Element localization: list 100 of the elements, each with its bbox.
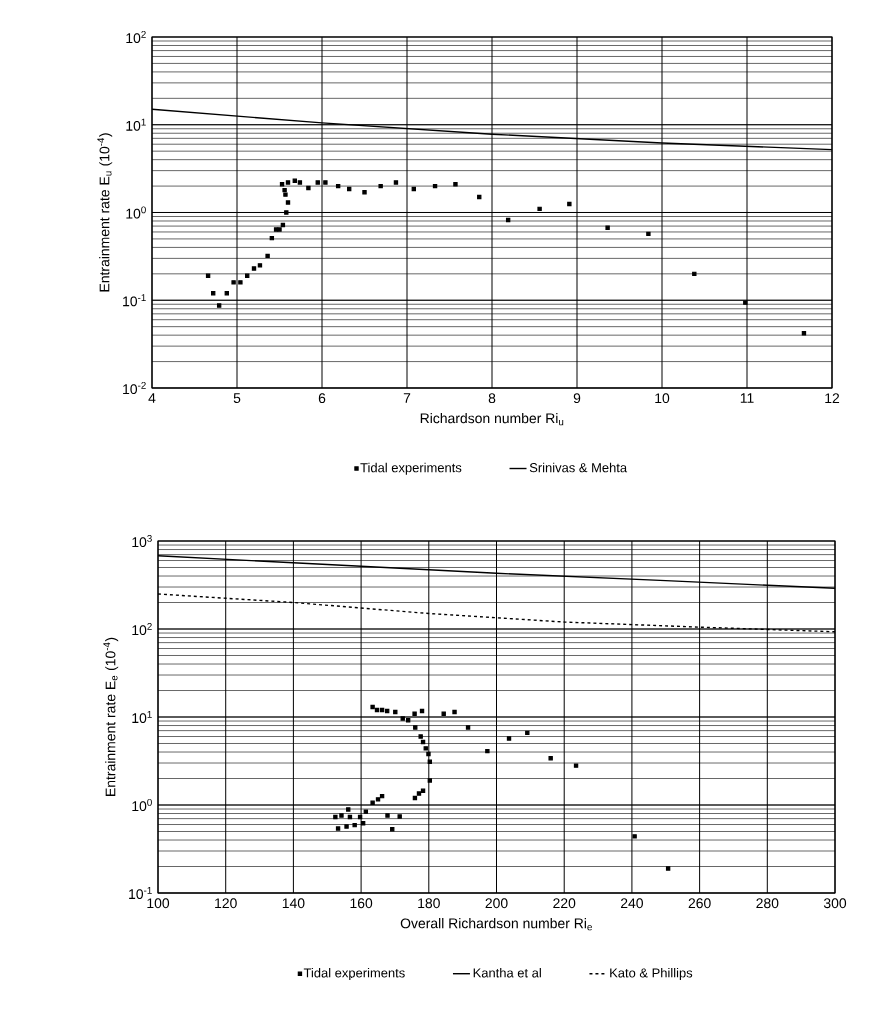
y-tick-label: 10$^{-2}$	[123, 381, 146, 395]
point	[238, 280, 243, 285]
point	[297, 180, 303, 185]
point	[525, 730, 530, 736]
point	[285, 180, 291, 185]
point	[393, 709, 398, 715]
point	[251, 266, 257, 271]
x-tick-label: 140	[282, 898, 305, 909]
point	[352, 822, 357, 828]
y-tick-label: 10$^{3}$	[132, 534, 152, 548]
point	[339, 813, 344, 818]
x-tick-label: 280	[756, 898, 779, 909]
y-axis-title: Entrainment rate E$_{e}$ (10$^{-4}$)	[103, 637, 119, 796]
point	[323, 180, 328, 185]
y-tick-label: 10$^{2}$	[126, 30, 146, 44]
point	[426, 751, 431, 757]
y-tick-label: 10$^{0}$	[132, 798, 152, 812]
x-tick-label: 10	[655, 393, 670, 404]
x-tick-label: 12	[825, 393, 840, 403]
point	[453, 182, 458, 187]
legend-label: Kato & Phillips	[610, 967, 693, 981]
point	[537, 206, 542, 212]
point	[506, 736, 512, 741]
point	[801, 331, 807, 336]
x-tick-label: 220	[553, 898, 576, 909]
x-tick-label: 300	[823, 898, 847, 909]
point	[211, 291, 216, 296]
legend-label: Srinivas & Mehta	[529, 462, 628, 473]
y-tick-label: 10$^{1}$	[126, 118, 146, 131]
x-tick-label: 120	[215, 898, 237, 909]
point	[465, 725, 471, 730]
point	[284, 210, 289, 215]
legend-label: Tidal experiments	[360, 462, 462, 475]
y-tick-label: 10$^{-1}$	[123, 294, 146, 307]
point	[315, 180, 320, 185]
point	[306, 185, 311, 191]
point	[413, 725, 418, 730]
x-tick-label: 260	[688, 898, 711, 909]
x-tick-label: 9	[573, 393, 581, 404]
x-tick-label: 5	[233, 393, 241, 403]
point	[485, 748, 490, 754]
x-axis-title: Richardson number Ri$_{u}$	[420, 413, 564, 426]
point	[257, 263, 263, 268]
point	[370, 800, 375, 805]
point	[375, 797, 381, 802]
point	[452, 709, 457, 715]
point	[370, 704, 375, 710]
point	[362, 190, 367, 195]
point	[333, 814, 338, 820]
x-tick-label: 100	[147, 898, 170, 909]
point	[427, 778, 433, 783]
point	[605, 225, 610, 230]
point	[390, 827, 395, 832]
point	[265, 253, 270, 259]
x-tick-label: 4	[148, 393, 156, 403]
y-tick-label: 10$^{2}$	[132, 622, 152, 636]
y-axis-title: Entrainment rate E$_{u}$ (10$^{-4}$)	[97, 133, 113, 292]
legend-label: Kantha et al	[473, 967, 541, 978]
point	[283, 192, 288, 197]
point	[743, 300, 748, 305]
point	[344, 824, 349, 829]
point	[692, 271, 697, 277]
point	[548, 756, 553, 761]
point	[335, 826, 341, 831]
point	[285, 200, 291, 205]
point	[416, 791, 422, 796]
point	[573, 763, 579, 768]
point	[397, 814, 402, 819]
x-tick-label: 160	[350, 898, 373, 909]
point	[378, 183, 383, 189]
point	[423, 746, 428, 751]
point	[393, 180, 399, 185]
point	[665, 866, 671, 871]
point	[346, 807, 351, 812]
point	[412, 711, 417, 716]
x-tick-label: 7	[403, 393, 411, 403]
x-tick-label: 180	[418, 898, 440, 909]
y-tick-label: 10$^{1}$	[132, 710, 152, 724]
point	[360, 821, 366, 826]
x-axis-title: Overall Richardson number Ri$_{e}$	[400, 918, 592, 931]
point	[363, 809, 369, 814]
point	[400, 716, 405, 721]
legend-label: Tidal experiments	[303, 967, 405, 981]
point	[418, 734, 423, 739]
x-tick-label: 11	[740, 393, 754, 403]
y-tick-label: 10$^{0}$	[126, 206, 146, 219]
x-tick-label: 8	[488, 393, 496, 404]
point	[216, 303, 222, 308]
point	[567, 201, 572, 207]
x-tick-label: 6	[318, 393, 326, 404]
x-tick-label: 200	[485, 898, 508, 909]
point	[224, 291, 229, 296]
point	[231, 280, 236, 285]
point	[385, 813, 390, 818]
point	[282, 187, 287, 193]
x-tick-label: 240	[620, 898, 643, 909]
point	[441, 711, 446, 716]
point	[632, 834, 637, 839]
point	[277, 227, 282, 232]
point	[646, 231, 651, 237]
